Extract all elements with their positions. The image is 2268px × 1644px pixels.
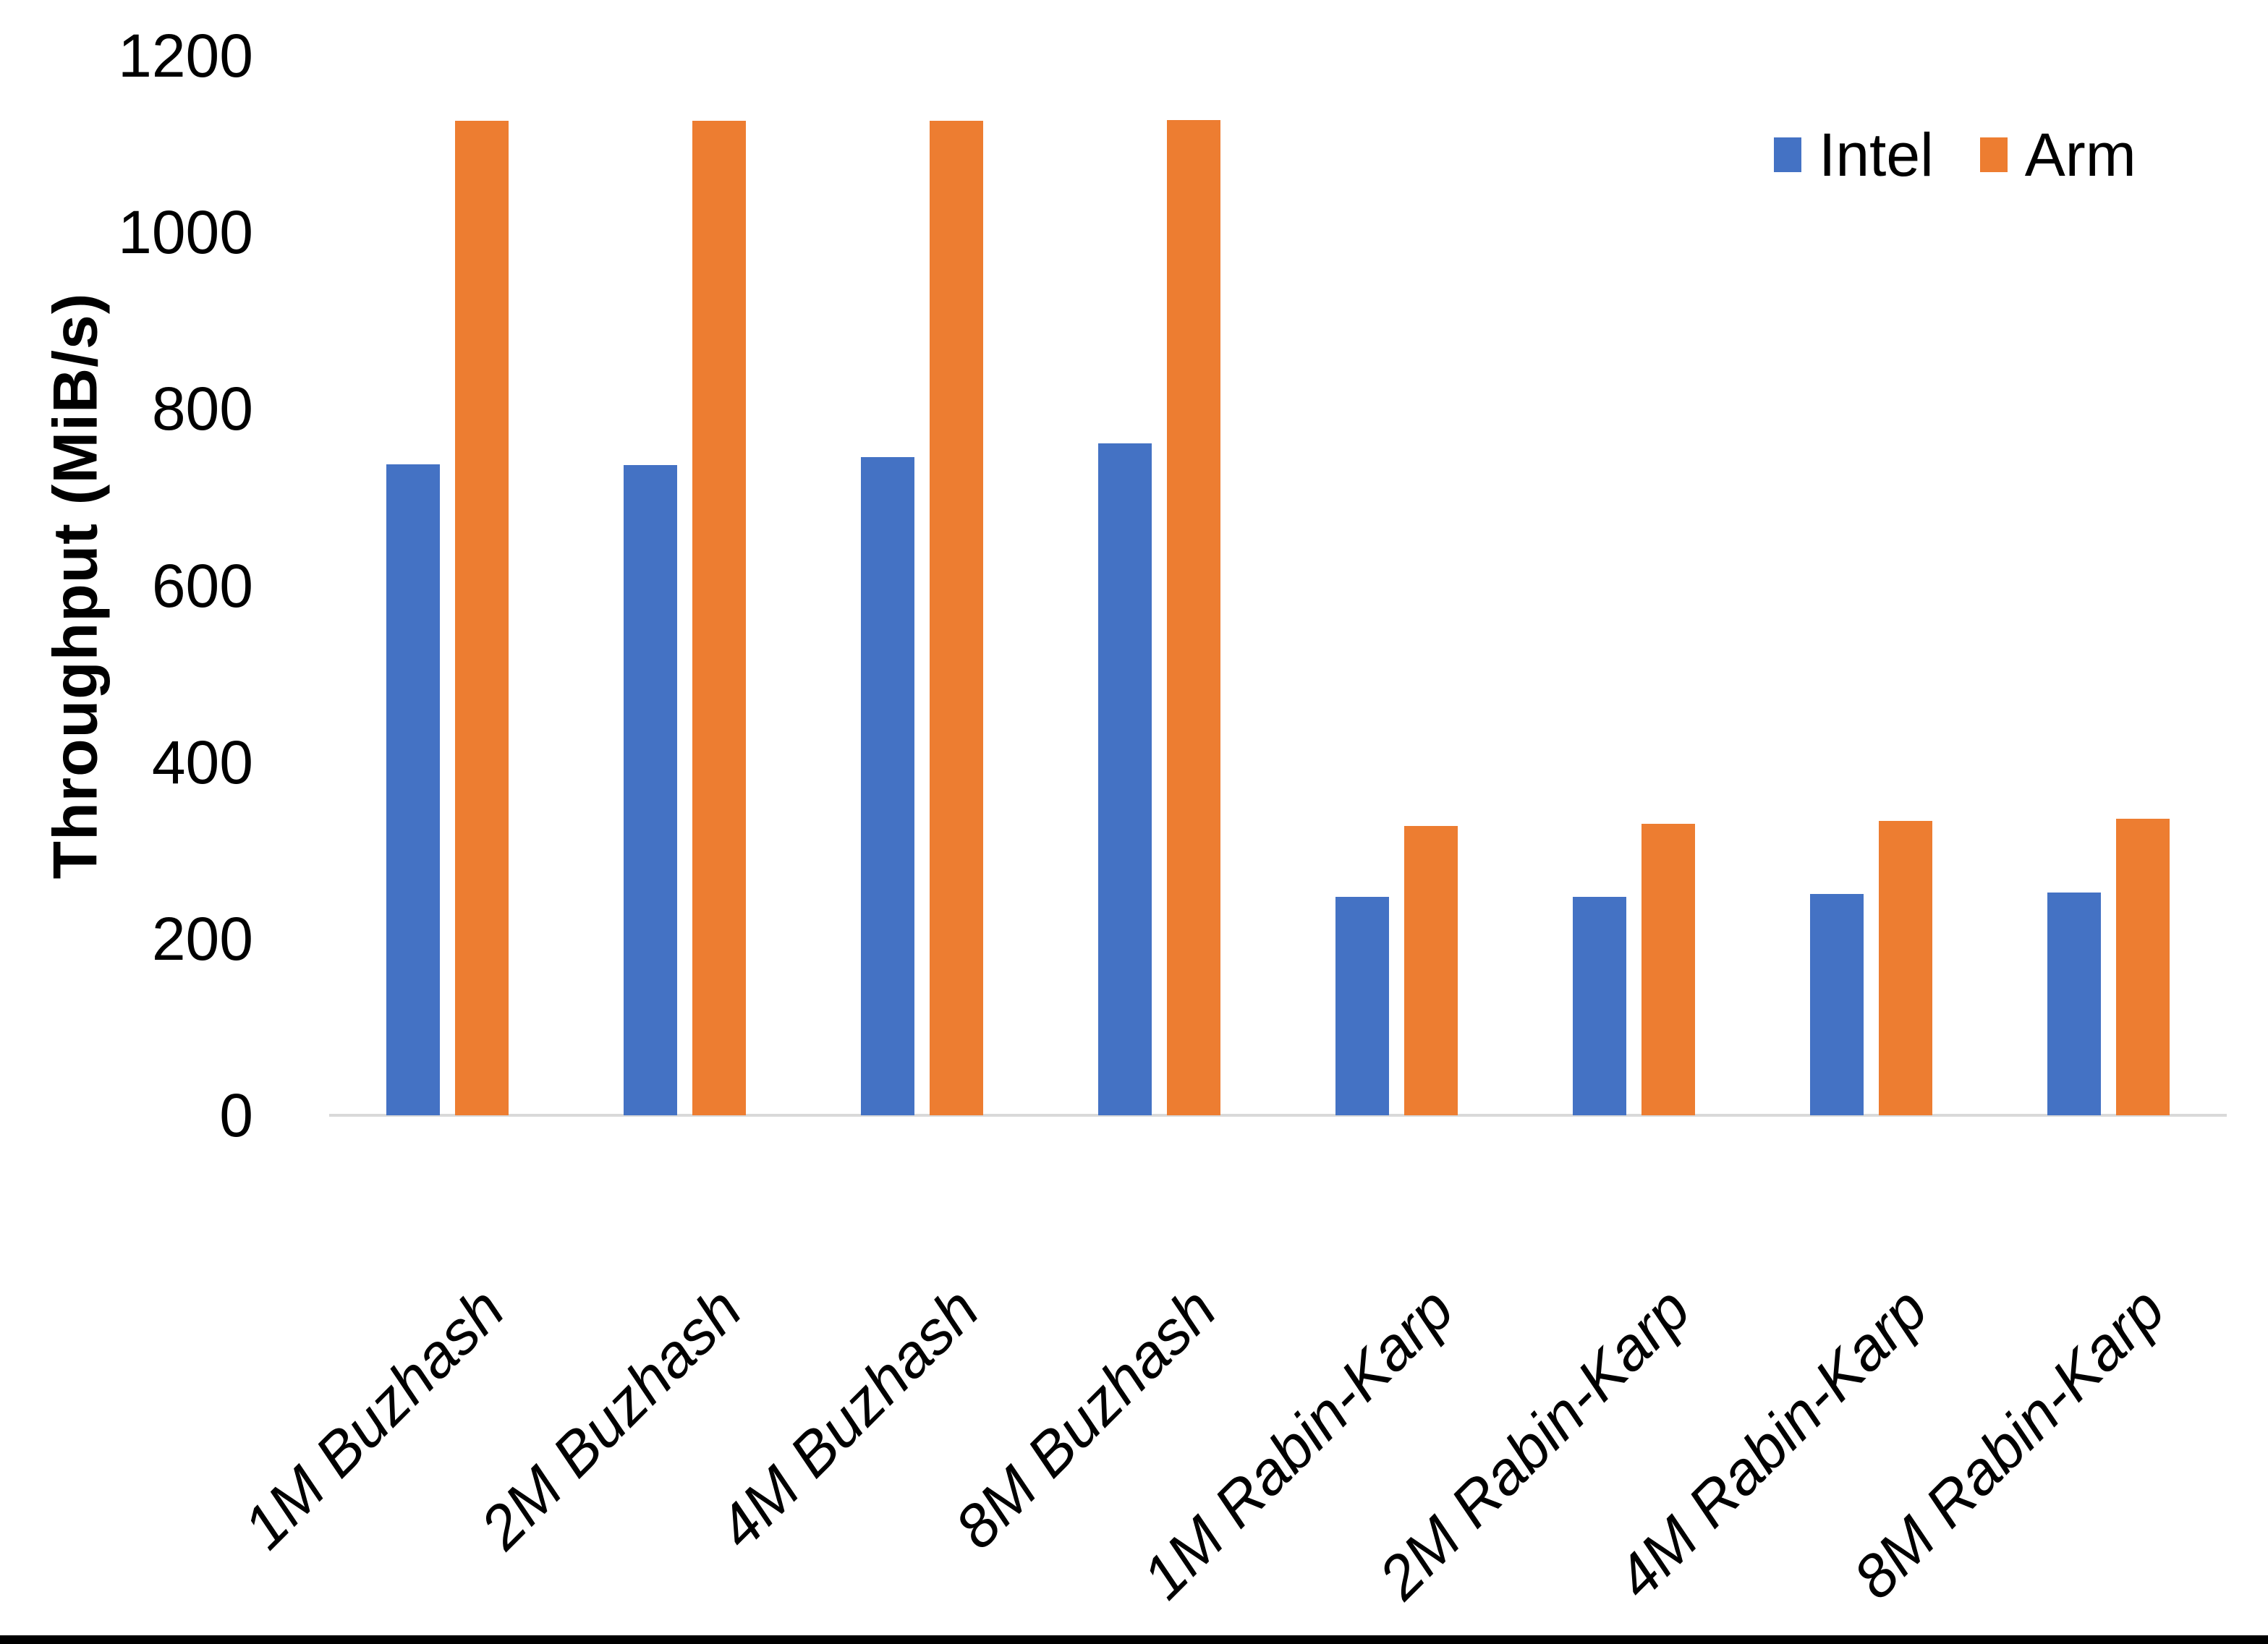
y-tick-label-400: 400 <box>151 728 253 796</box>
bar-arm-1m-rabin-karp <box>1403 825 1458 1115</box>
bar-intel-8m-rabin-karp <box>2047 893 2101 1115</box>
y-tick-label-600: 600 <box>151 551 253 620</box>
y-tick-label-0: 0 <box>219 1081 253 1149</box>
legend: Intel Arm <box>1774 124 2136 185</box>
y-tick-label-800: 800 <box>151 375 253 443</box>
bar-intel-8m-buzhash <box>1098 443 1152 1115</box>
legend-label-intel: Intel <box>1819 121 1934 189</box>
intel-series-swatch <box>1774 137 1801 172</box>
y-tick-label-200: 200 <box>151 904 253 973</box>
bar-intel-1m-rabin-karp <box>1335 897 1389 1115</box>
bar-intel-1m-buzhash <box>386 464 441 1115</box>
bar-intel-4m-buzhash <box>861 457 915 1115</box>
legend-label-arm: Arm <box>2024 121 2136 189</box>
x-axis-line <box>329 1114 2227 1117</box>
bar-intel-2m-buzhash <box>624 465 678 1115</box>
bottom-border <box>0 1635 2268 1644</box>
bar-arm-1m-buzhash <box>455 121 509 1115</box>
bar-arm-8m-buzhash <box>1167 120 1221 1115</box>
arm-series-swatch <box>1979 137 2008 172</box>
bar-arm-2m-rabin-karp <box>1641 824 1695 1115</box>
y-tick-label-1200: 1200 <box>118 22 253 90</box>
bar-intel-4m-rabin-karp <box>1809 893 1864 1115</box>
bar-arm-8m-rabin-karp <box>2115 818 2170 1115</box>
bar-arm-2m-buzhash <box>692 121 747 1115</box>
bar-arm-4m-buzhash <box>930 121 984 1115</box>
legend-item-intel: Intel <box>1774 124 1934 185</box>
legend-item-arm: Arm <box>1979 121 2136 189</box>
y-tick-label-1000: 1000 <box>118 198 253 267</box>
bar-arm-4m-rabin-karp <box>1878 821 1932 1115</box>
bar-intel-2m-rabin-karp <box>1572 897 1626 1115</box>
